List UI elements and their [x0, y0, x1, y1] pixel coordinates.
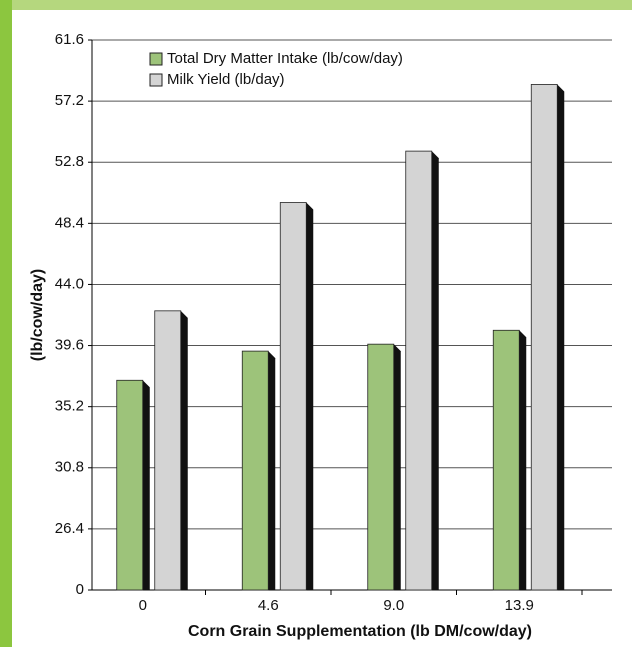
x-axis-label: Corn Grain Supplementation (lb DM/cow/da…: [188, 623, 532, 640]
bar-shadow: [431, 151, 439, 590]
x-tick-label: 9.0: [383, 597, 404, 614]
legend-label: Total Dry Matter Intake (lb/cow/day): [167, 50, 403, 67]
top-band: [0, 0, 632, 10]
y-axis-label: (lb/cow/day): [29, 269, 46, 361]
bar-shadow: [557, 84, 565, 590]
x-tick-label: 13.9: [505, 597, 534, 614]
bar-shadow: [268, 351, 276, 590]
y-tick-label: 52.8: [55, 153, 84, 170]
y-tick-label: 30.8: [55, 459, 84, 476]
bar-shadow: [306, 202, 314, 590]
bar-shadow: [180, 310, 188, 590]
bar-shadow: [142, 380, 150, 590]
bar: [405, 150, 433, 591]
bar-shadow: [519, 330, 527, 590]
left-strip: [0, 0, 12, 647]
y-tick-label: 57.2: [55, 92, 84, 109]
x-tick-label: 0: [139, 597, 147, 614]
y-tick-label: 44.0: [55, 275, 84, 292]
bar: [367, 343, 395, 591]
y-tick-label: 39.6: [55, 337, 84, 354]
legend-label: Milk Yield (lb/day): [167, 71, 285, 88]
y-tick-label: 48.4: [55, 214, 84, 231]
y-tick-label: 35.2: [55, 398, 84, 415]
bar: [530, 84, 558, 591]
bar: [279, 202, 307, 591]
bar: [116, 379, 144, 591]
y-tick-label: 61.6: [55, 31, 84, 48]
y-tick-label: 26.4: [55, 520, 84, 537]
bar: [241, 350, 269, 591]
y-tick-label: 0: [76, 581, 84, 598]
bar: [492, 329, 520, 591]
bar-shadow: [393, 344, 401, 590]
bar: [154, 310, 182, 591]
legend-swatch: [149, 52, 163, 66]
legend-swatch: [149, 73, 163, 87]
x-tick-label: 4.6: [258, 597, 279, 614]
